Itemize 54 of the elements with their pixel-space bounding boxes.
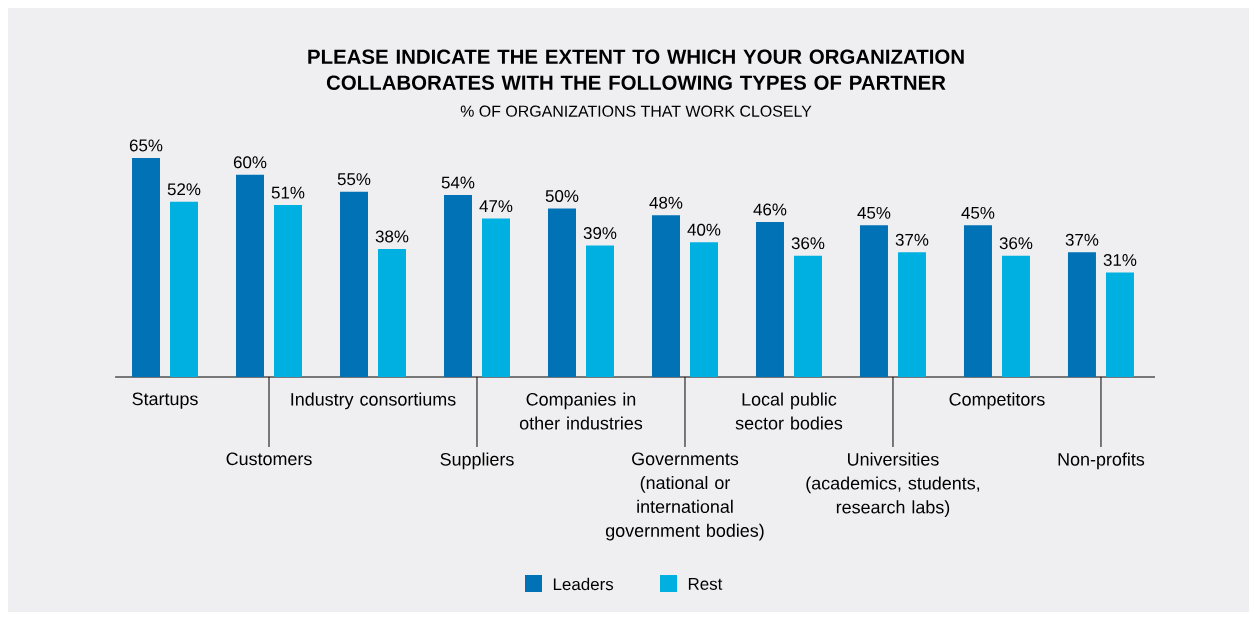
data-label: 46% <box>753 203 787 216</box>
bar <box>340 191 368 377</box>
data-label: 52% <box>167 183 201 196</box>
bar <box>274 205 302 377</box>
bar <box>963 225 992 377</box>
data-label: 40% <box>687 223 721 236</box>
data-label: 54% <box>441 176 475 189</box>
bar <box>651 215 680 377</box>
bar <box>1105 272 1134 377</box>
x-tick-label: Universities (academics, students, research labs) <box>806 452 980 518</box>
data-label: 60% <box>233 156 267 169</box>
bar <box>897 252 926 377</box>
x-tick-label: Non-profits <box>1058 452 1145 470</box>
data-label: 51% <box>271 186 305 199</box>
data-label: 65% <box>129 139 163 152</box>
x-tick-label: Customers <box>226 452 312 466</box>
bar <box>378 248 406 377</box>
x-tick-label: Industry consortiums <box>291 392 456 410</box>
x-tick-label: Suppliers <box>440 452 514 470</box>
data-label: 47% <box>479 200 513 213</box>
chart-subtitle: % OF ORGANIZATIONS THAT WORK CLOSELY <box>460 105 812 117</box>
x-tick-label: Local public sector bodies <box>735 392 843 430</box>
bar <box>755 221 784 377</box>
data-label: 36% <box>999 237 1033 250</box>
data-label: 55% <box>337 173 371 186</box>
data-label: 45% <box>961 206 995 219</box>
data-label: 45% <box>857 206 891 219</box>
bar <box>793 255 822 377</box>
legend-label: Rest <box>688 578 723 590</box>
bar <box>236 174 264 377</box>
bar <box>585 245 614 377</box>
x-tick-label: Competitors <box>949 392 1045 410</box>
bar <box>170 201 199 377</box>
chart-title: PLEASE INDICATE THE EXTENT TO WHICH YOUR ORGANIZATION COLLABORATES WITH THE FOLLOWING TYPES OF PARTNER <box>308 49 964 90</box>
bar <box>1067 252 1096 377</box>
data-label: 36% <box>791 237 825 250</box>
bar <box>859 225 888 377</box>
data-label: 31% <box>1103 254 1137 267</box>
bar <box>547 208 576 377</box>
x-tick-label: Companies in other industries <box>519 392 643 430</box>
x-tick-label: Governments (national or international government bodies) <box>605 452 764 541</box>
x-tick-label: Startups <box>132 392 198 409</box>
bar <box>1001 255 1030 377</box>
bar <box>132 157 161 377</box>
bar <box>689 242 718 377</box>
data-label: 50% <box>545 189 579 202</box>
data-label: 48% <box>649 196 683 209</box>
bar <box>481 218 510 377</box>
legend-label: Leaders <box>553 577 614 591</box>
data-label: 39% <box>583 227 617 240</box>
data-label: 38% <box>375 230 409 243</box>
data-label: 37% <box>895 233 929 246</box>
data-label: 37% <box>1065 233 1099 246</box>
bar <box>443 195 472 377</box>
